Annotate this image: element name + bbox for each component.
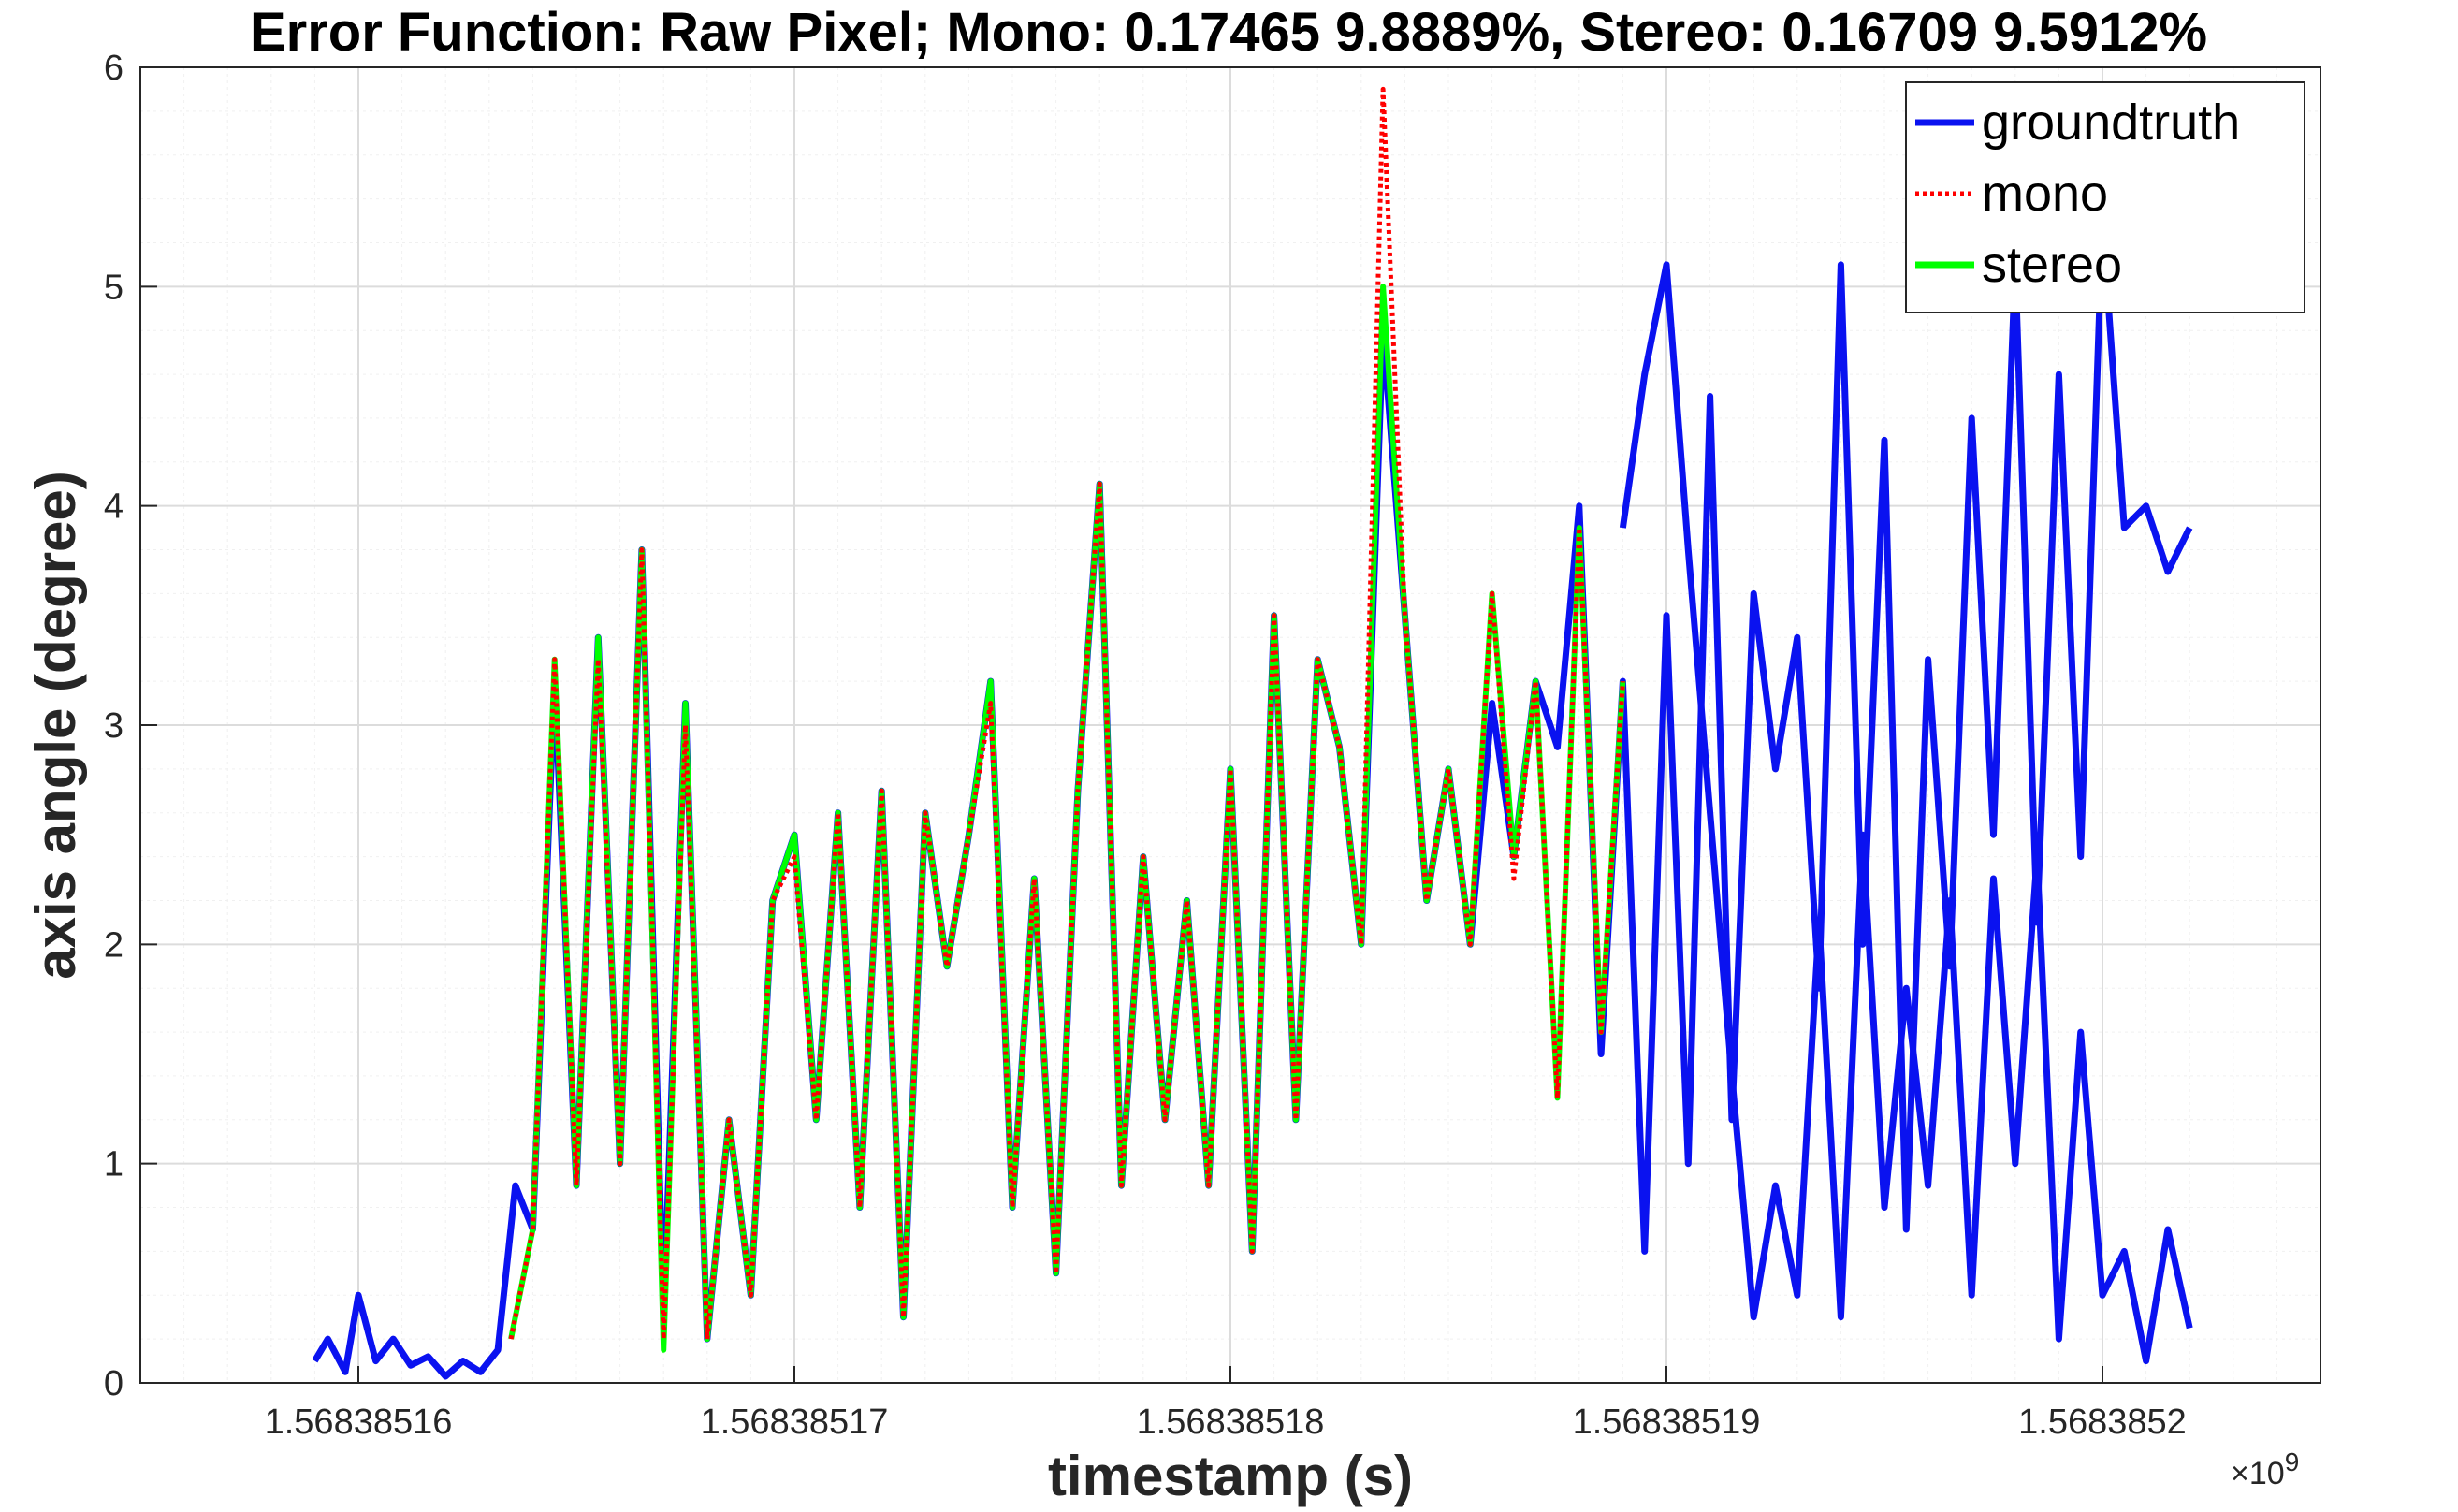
y-tick-label: 2 (104, 925, 124, 965)
series-line-groundtruth-tail (1619, 261, 2193, 1365)
x-tick-label: 1.5683852 (2018, 1403, 2187, 1442)
y-tick-label: 3 (104, 706, 124, 746)
chart-title: Error Function: Raw Pixel; Mono: 0.17465… (250, 2, 2207, 63)
y-tick-label: 0 (104, 1364, 124, 1403)
y-tick-label: 4 (104, 487, 124, 527)
legend-label-groundtruth: groundtruth (1982, 94, 2240, 151)
x-tick-label: 1.56838518 (1137, 1403, 1325, 1442)
x-tick-label: 1.56838516 (265, 1403, 453, 1442)
x-axis-multiplier: ×109 (2231, 1447, 2299, 1491)
x-axis-multiplier-base: ×10 (2231, 1456, 2285, 1491)
y-tick-label: 1 (104, 1145, 124, 1185)
x-axis-label: timestamp (s) (1048, 1445, 1413, 1507)
x-axis-exponent: 9 (2285, 1447, 2300, 1476)
tick-labels: 1.56838516 1.56838517 1.56838518 1.56838519… (104, 49, 2187, 1442)
legend-label-stereo: stereo (1982, 237, 2122, 293)
y-tick-label: 6 (104, 49, 124, 88)
x-tick-label: 1.56838517 (701, 1403, 889, 1442)
series-line-stereo (508, 284, 1626, 1353)
series-layer (312, 86, 2193, 1380)
legend-label-mono: mono (1982, 166, 2108, 222)
legend: groundtruth mono stereo (1905, 81, 2305, 313)
y-axis-label: axis angle (degree) (24, 471, 87, 980)
x-tick-label: 1.56838519 (1573, 1403, 1761, 1442)
y-tick-label: 5 (104, 268, 124, 307)
